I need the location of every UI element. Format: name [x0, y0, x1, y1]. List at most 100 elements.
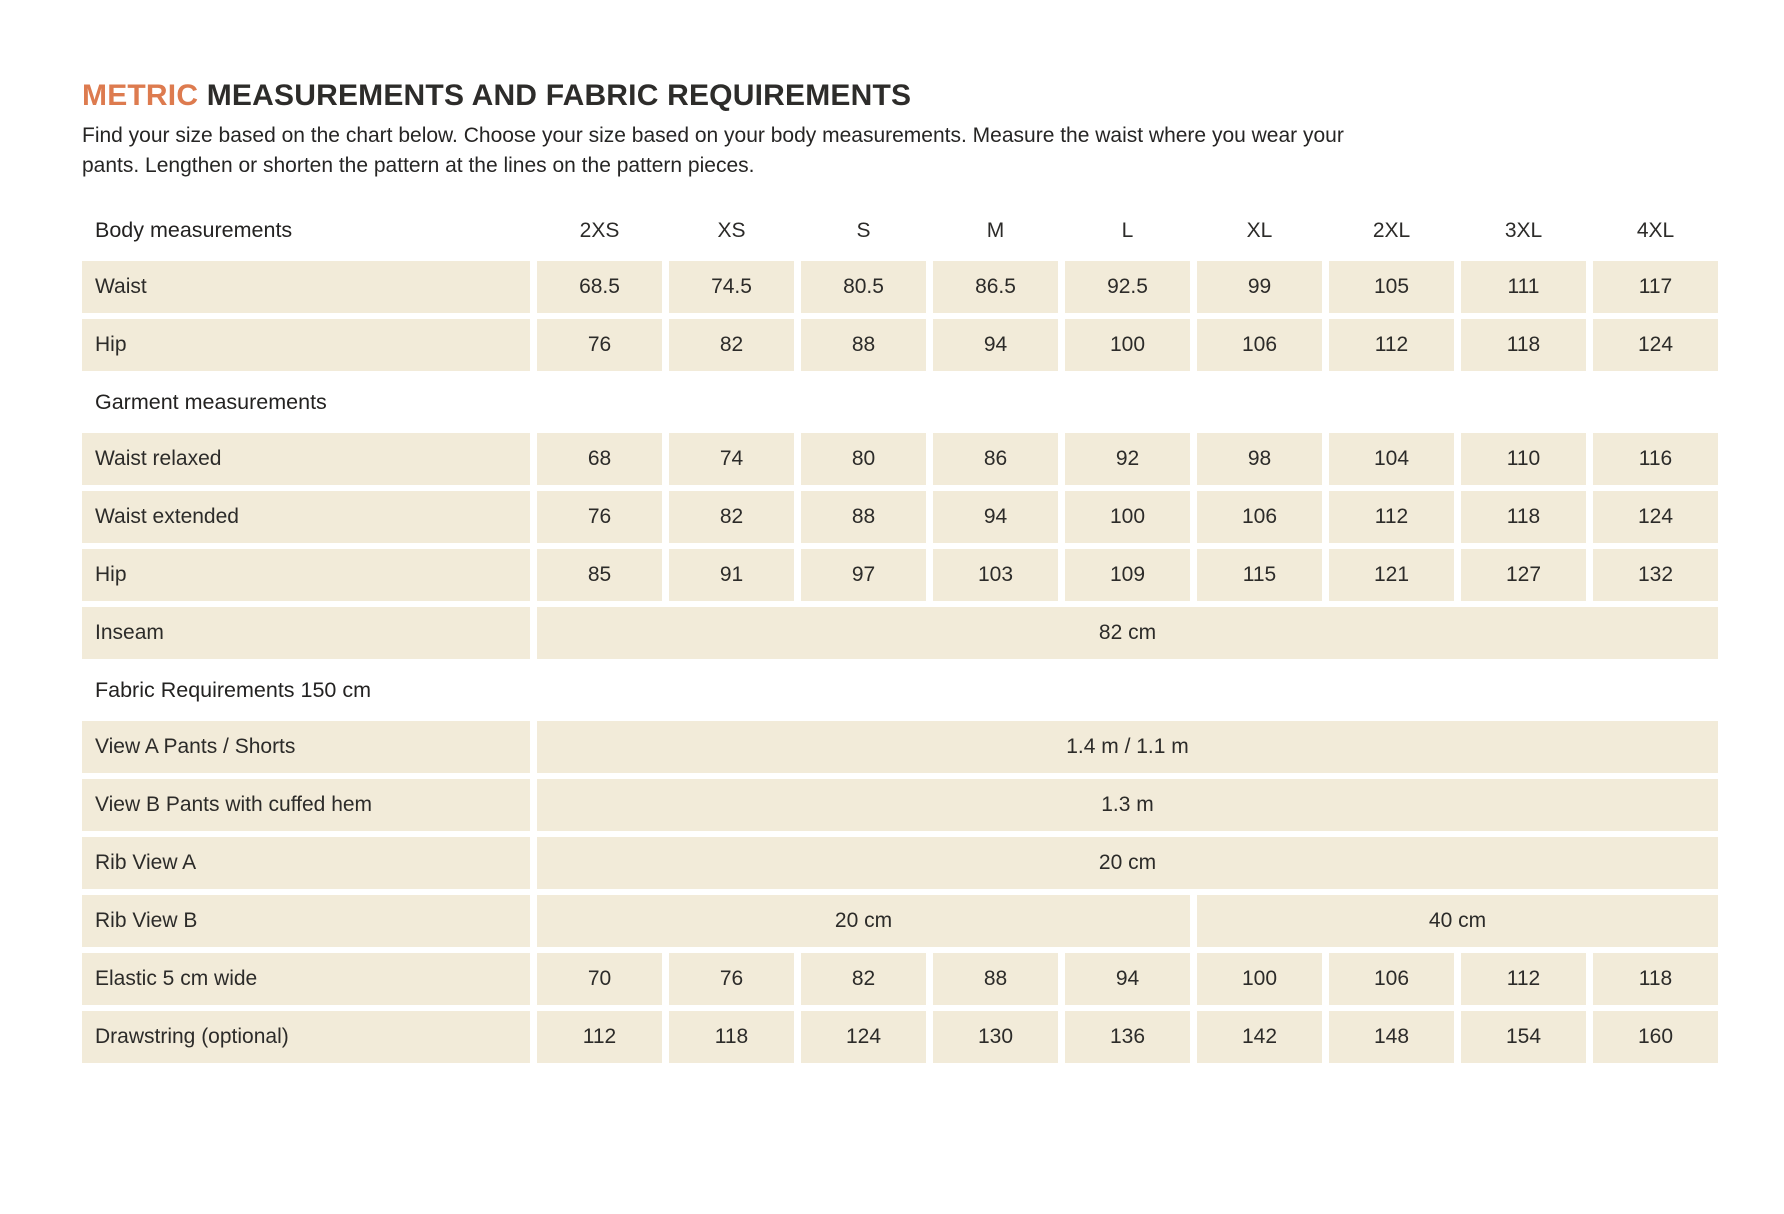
value-cell: 92 — [1065, 432, 1190, 485]
size-column-header: XS — [717, 218, 746, 242]
value-cell: 124 — [1593, 318, 1718, 371]
table-row: Inseam 82 cm — [82, 606, 1722, 659]
value-cell: 106 — [1329, 952, 1454, 1005]
size-column-header: L — [1121, 218, 1134, 242]
value-cell: 142 — [1197, 1010, 1322, 1063]
value-cell: 88 — [933, 952, 1058, 1005]
value-cell: 98 — [1197, 432, 1322, 485]
table-row: Rib View A 20 cm — [82, 836, 1722, 889]
value-cell: 118 — [1461, 318, 1586, 371]
value-cell: 118 — [669, 1010, 794, 1063]
value-cell: 82 — [669, 490, 794, 543]
row-label: Inseam — [82, 606, 530, 659]
table-row: View A Pants / Shorts 1.4 m / 1.1 m — [82, 720, 1722, 773]
value-cell: 116 — [1593, 432, 1718, 485]
value-cell: 70 — [537, 952, 662, 1005]
table-row: Hip 85 91 97 103 109 115 121 127 132 — [82, 548, 1722, 601]
value-cell: 80.5 — [801, 260, 926, 313]
value-cell: 118 — [1593, 952, 1718, 1005]
value-cell: 110 — [1461, 432, 1586, 485]
value-cell: 148 — [1329, 1010, 1454, 1063]
row-label: Hip — [82, 548, 530, 601]
value-cell: 127 — [1461, 548, 1586, 601]
content-area: METRIC MEASUREMENTS AND FABRIC REQUIREME… — [82, 80, 1724, 1063]
section-title: Garment measurements — [95, 390, 327, 414]
table-row: View B Pants with cuffed hem 1.3 m — [82, 778, 1722, 831]
span-value-cell: 1.4 m / 1.1 m — [537, 720, 1718, 773]
value-cell: 100 — [1065, 318, 1190, 371]
table-row: Hip 76 82 88 94 100 106 112 118 124 — [82, 318, 1722, 371]
span-value-cell: 20 cm — [537, 836, 1718, 889]
value-cell: 94 — [1065, 952, 1190, 1005]
size-column-header: 2XS — [579, 218, 620, 242]
value-cell: 112 — [537, 1010, 662, 1063]
value-cell: 117 — [1593, 260, 1718, 313]
size-column-header: M — [986, 218, 1005, 242]
row-label: Waist — [82, 260, 530, 313]
value-cell: 112 — [1329, 318, 1454, 371]
value-cell: 99 — [1197, 260, 1322, 313]
value-cell: 118 — [1461, 490, 1586, 543]
section-title: Fabric Requirements 150 cm — [95, 678, 372, 702]
value-cell: 106 — [1197, 490, 1322, 543]
value-cell: 76 — [669, 952, 794, 1005]
value-cell: 160 — [1593, 1010, 1718, 1063]
table-row: Waist 68.5 74.5 80.5 86.5 92.5 99 105 111 117 — [82, 260, 1722, 313]
value-cell: 124 — [801, 1010, 926, 1063]
value-cell: 92.5 — [1065, 260, 1190, 313]
row-label: Rib View A — [82, 836, 530, 889]
split-right-cell: 40 cm — [1197, 894, 1718, 947]
value-cell: 103 — [933, 548, 1058, 601]
row-label: View A Pants / Shorts — [82, 720, 530, 773]
value-cell: 100 — [1197, 952, 1322, 1005]
value-cell: 154 — [1461, 1010, 1586, 1063]
row-label: Rib View B — [82, 894, 530, 947]
value-cell: 112 — [1461, 952, 1586, 1005]
table-row: Drawstring (optional) 112 118 124 130 136 142 1… — [82, 1010, 1722, 1063]
size-column-header: XL — [1246, 218, 1273, 242]
measurement-table: Body measurements 2XS XS S M L XL 2XL 3XL 4XL Wais… — [82, 205, 1722, 1063]
row-label: Waist extended — [82, 490, 530, 543]
value-cell: 86.5 — [933, 260, 1058, 313]
value-cell: 136 — [1065, 1010, 1190, 1063]
value-cell: 82 — [669, 318, 794, 371]
value-cell: 68.5 — [537, 260, 662, 313]
intro-line-2: pants. Lengthen or shorten the pattern a… — [82, 153, 755, 177]
value-cell: 88 — [801, 318, 926, 371]
table-row: Rib View B 20 cm 40 cm — [82, 894, 1722, 947]
table-row: Waist extended 76 82 88 94 100 106 112 118 124 — [82, 490, 1722, 543]
row-label: Elastic 5 cm wide — [82, 952, 530, 1005]
value-cell: 104 — [1329, 432, 1454, 485]
page-title: METRIC MEASUREMENTS AND FABRIC REQUIREME… — [82, 80, 1724, 112]
value-cell: 100 — [1065, 490, 1190, 543]
value-cell: 85 — [537, 548, 662, 601]
value-cell: 82 — [801, 952, 926, 1005]
value-cell: 109 — [1065, 548, 1190, 601]
value-cell: 76 — [537, 318, 662, 371]
section-title: Body measurements — [95, 218, 293, 242]
value-cell: 91 — [669, 548, 794, 601]
value-cell: 80 — [801, 432, 926, 485]
value-cell: 94 — [933, 318, 1058, 371]
intro-paragraph: Find your size based on the chart below.… — [82, 121, 1724, 181]
value-cell: 74 — [669, 432, 794, 485]
value-cell: 68 — [537, 432, 662, 485]
value-cell: 121 — [1329, 548, 1454, 601]
value-cell: 97 — [801, 548, 926, 601]
page-title-rest: MEASUREMENTS AND FABRIC REQUIREMENTS — [198, 79, 912, 112]
section-header-row: Garment measurements — [82, 377, 1722, 429]
split-left-cell: 20 cm — [537, 894, 1190, 947]
size-column-header: S — [856, 218, 871, 242]
size-column-header: 2XL — [1372, 218, 1411, 242]
size-column-header: 3XL — [1504, 218, 1543, 242]
table-row: Waist relaxed 68 74 80 86 92 98 104 110 116 — [82, 432, 1722, 485]
span-value-cell: 82 cm — [537, 606, 1718, 659]
row-label: Waist relaxed — [82, 432, 530, 485]
value-cell: 132 — [1593, 548, 1718, 601]
intro-line-1: Find your size based on the chart below.… — [82, 123, 1344, 147]
value-cell: 115 — [1197, 548, 1322, 601]
value-cell: 94 — [933, 490, 1058, 543]
value-cell: 76 — [537, 490, 662, 543]
value-cell: 86 — [933, 432, 1058, 485]
row-label: Hip — [82, 318, 530, 371]
